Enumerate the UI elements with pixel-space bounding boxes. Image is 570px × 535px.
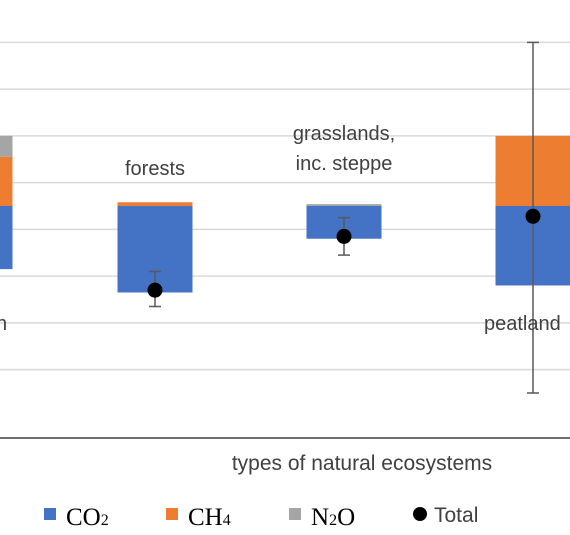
legend-label: CH4 bbox=[188, 504, 231, 531]
total-point bbox=[525, 208, 541, 224]
legend-marker bbox=[413, 507, 427, 521]
error-bars bbox=[149, 41, 539, 394]
legend-item: N2O bbox=[289, 504, 355, 531]
bars bbox=[0, 135, 570, 293]
legend-label: N2O bbox=[311, 504, 355, 531]
category-label: grasslands, bbox=[293, 123, 395, 145]
category-labels: n forests grasslands, inc. steppe peatland bbox=[0, 123, 561, 335]
legend: CO2 CH4 N2O Total bbox=[44, 504, 478, 531]
legend-item: Total bbox=[413, 504, 478, 527]
bar-co2 bbox=[0, 206, 13, 270]
legend-item: CH4 bbox=[166, 504, 231, 531]
x-axis-title: types of natural ecosystems bbox=[232, 452, 492, 475]
legend-label: CO2 bbox=[66, 504, 109, 531]
total-point bbox=[336, 228, 352, 244]
bar-ch4 bbox=[117, 202, 193, 206]
category-label: forests bbox=[125, 158, 185, 180]
bar-ch4 bbox=[0, 156, 13, 206]
category-label: n bbox=[0, 313, 7, 335]
legend-label: Total bbox=[434, 504, 478, 527]
legend-item: CO2 bbox=[44, 504, 109, 531]
bar-n2o bbox=[0, 135, 13, 157]
bar-n2o bbox=[306, 204, 382, 206]
gridlines bbox=[0, 41, 570, 371]
legend-swatch bbox=[289, 508, 301, 520]
category-label: inc. steppe bbox=[296, 153, 393, 175]
legend-swatch bbox=[44, 508, 56, 520]
total-point bbox=[147, 282, 163, 298]
total-markers bbox=[147, 208, 541, 298]
legend-swatch bbox=[166, 508, 178, 520]
category-label: peatland bbox=[484, 313, 561, 335]
